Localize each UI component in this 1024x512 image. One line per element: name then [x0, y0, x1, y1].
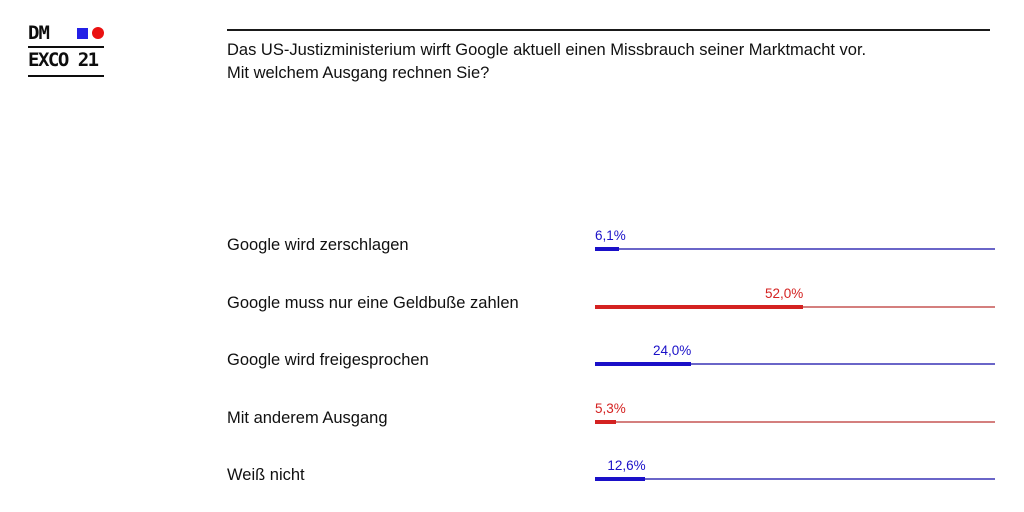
chart-row: Google muss nur eine Geldbuße zahlen 52,0… [0, 279, 1024, 313]
bar-value [595, 247, 620, 251]
category-label: Mit anderem Ausgang [227, 409, 388, 427]
bar-area: 52,0% [595, 279, 995, 310]
bar-area: 5,3% [595, 394, 995, 425]
bar-track [595, 247, 995, 252]
bar-value [595, 362, 691, 366]
question-title: Das US-Justizministerium wirft Google ak… [227, 39, 990, 84]
value-label: 6,1% [595, 228, 626, 243]
bar-area: 12,6% [595, 451, 995, 482]
question-header: Das US-Justizministerium wirft Google ak… [227, 29, 990, 84]
logo-top-row: DM [28, 23, 104, 43]
bar-track-line [595, 248, 995, 250]
bar-track-line [595, 421, 995, 423]
logo-circle-icon [92, 27, 104, 39]
category-label: Weiß nicht [227, 466, 305, 484]
header-rule [227, 29, 990, 31]
chart-row: Google wird zerschlagen 6,1% [0, 221, 1024, 255]
value-label-area: 5,3% [595, 394, 995, 420]
bar-track-line [595, 363, 995, 365]
bar-area: 6,1% [595, 221, 995, 252]
bar-value [595, 477, 646, 481]
value-label-area: 52,0% [595, 279, 995, 305]
bar-track [595, 420, 995, 425]
value-label: 12,6% [607, 458, 646, 473]
bar-track [595, 477, 995, 482]
bar-track-line [595, 478, 995, 480]
logo-divider-bottom [28, 75, 104, 77]
bar-track [595, 305, 995, 310]
logo-exco-text: EXCO 21 [28, 49, 99, 71]
value-label: 52,0% [765, 286, 804, 301]
dmexco-logo: DM EXCO 21 [28, 23, 104, 78]
logo-square-icon [77, 27, 88, 39]
bar-value [595, 305, 803, 309]
bar-area: 24,0% [595, 336, 995, 367]
category-label: Google muss nur eine Geldbuße zahlen [227, 294, 519, 312]
value-label-area: 6,1% [595, 221, 995, 247]
bar-track [595, 362, 995, 367]
chart-row: Weiß nicht 12,6% [0, 451, 1024, 485]
bar-value [595, 420, 617, 424]
value-label-area: 12,6% [595, 451, 995, 477]
chart-row: Mit anderem Ausgang 5,3% [0, 394, 1024, 428]
question-title-line2: Mit welchem Ausgang rechnen Sie? [227, 63, 490, 82]
logo-divider-top [28, 46, 104, 48]
logo-dm-text: DM [28, 22, 50, 44]
logo-shapes [77, 27, 104, 39]
value-label-area: 24,0% [595, 336, 995, 362]
chart-row: Google wird freigesprochen 24,0% [0, 336, 1024, 370]
value-label: 5,3% [595, 401, 626, 416]
category-label: Google wird zerschlagen [227, 236, 409, 254]
value-label: 24,0% [653, 343, 692, 358]
category-label: Google wird freigesprochen [227, 351, 429, 369]
question-title-line1: Das US-Justizministerium wirft Google ak… [227, 41, 867, 59]
